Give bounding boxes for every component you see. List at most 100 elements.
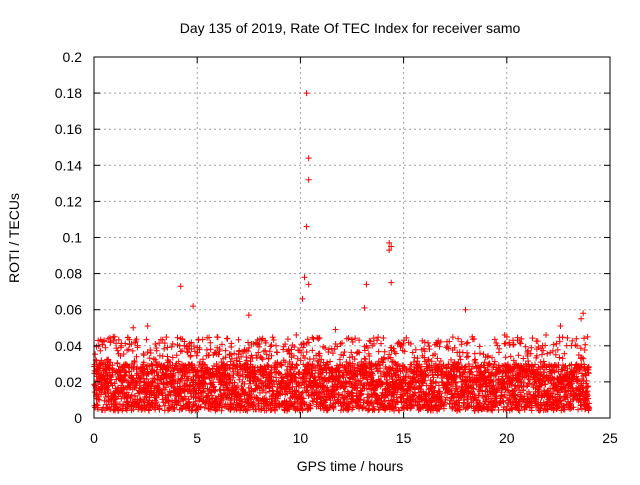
data-point [146, 355, 153, 362]
data-point [355, 348, 362, 355]
data-point [277, 361, 284, 368]
data-point [228, 340, 235, 347]
data-point [331, 394, 338, 401]
chart-title: Day 135 of 2019, Rate Of TEC Index for r… [180, 20, 521, 36]
data-point [364, 376, 371, 383]
data-point [325, 348, 332, 355]
data-point [361, 347, 368, 354]
data-point [108, 379, 115, 386]
data-point [425, 391, 432, 398]
data-point [341, 349, 348, 356]
data-point [314, 357, 321, 364]
data-point [390, 396, 397, 403]
data-point [259, 356, 266, 363]
data-point [111, 333, 118, 340]
data-point [128, 392, 135, 399]
data-point [113, 400, 120, 407]
data-point [362, 356, 369, 363]
data-point [102, 344, 109, 351]
data-point [428, 358, 435, 365]
data-point [399, 367, 406, 374]
data-point [434, 355, 441, 362]
data-point [346, 354, 353, 361]
data-point [378, 340, 385, 347]
data-point [391, 407, 398, 414]
data-point [425, 339, 432, 346]
data-point [342, 383, 349, 390]
data-point [164, 353, 171, 360]
data-point [181, 338, 188, 345]
data-point [262, 389, 269, 396]
y-tick-label: 0.04 [55, 338, 82, 354]
data-point [370, 340, 377, 347]
data-point [279, 374, 286, 381]
data-point [222, 354, 229, 361]
data-point [125, 346, 132, 353]
data-point [247, 394, 254, 401]
data-point [203, 346, 210, 353]
data-point [409, 396, 416, 403]
data-point [282, 400, 289, 407]
data-point [387, 354, 394, 361]
data-point [118, 342, 125, 349]
data-point [180, 386, 187, 393]
data-point [120, 351, 127, 358]
data-point [303, 349, 310, 356]
data-point [107, 338, 114, 345]
data-point [301, 355, 308, 362]
data-point [254, 375, 261, 382]
data-point [227, 358, 234, 365]
data-point [354, 377, 361, 384]
data-point [421, 348, 428, 355]
data-point [117, 352, 124, 359]
data-point [310, 398, 317, 405]
data-point [237, 363, 244, 370]
data-point [334, 343, 341, 350]
data-point [115, 393, 122, 400]
data-point [177, 376, 184, 383]
data-point [210, 387, 217, 394]
data-point [162, 384, 169, 391]
data-point [297, 394, 304, 401]
y-axis-label: ROTI / TECUs [6, 193, 22, 283]
data-point [421, 354, 428, 361]
data-point [331, 346, 338, 353]
data-point [375, 358, 382, 365]
data-point [188, 339, 195, 346]
data-point [432, 350, 439, 357]
y-tick-label: 0.14 [55, 157, 82, 173]
data-point [432, 360, 439, 367]
data-point [233, 355, 240, 362]
data-point [241, 380, 248, 387]
data-point [140, 359, 147, 366]
data-point [227, 351, 234, 358]
data-point [400, 340, 407, 347]
data-point [211, 388, 218, 395]
data-point [231, 350, 238, 357]
data-point [267, 370, 274, 377]
data-point [419, 337, 426, 344]
data-point [134, 344, 141, 351]
data-point [229, 374, 236, 381]
data-point [133, 353, 140, 360]
data-point [431, 387, 438, 394]
data-point [272, 407, 279, 414]
data-point [192, 394, 199, 401]
data-point [361, 355, 368, 362]
data-point [260, 348, 267, 355]
data-point [310, 355, 317, 362]
data-point [401, 348, 408, 355]
data-point [410, 370, 417, 377]
data-point [93, 401, 100, 408]
data-point [290, 352, 297, 359]
data-point [133, 336, 140, 343]
data-point [329, 350, 336, 357]
data-point [293, 361, 300, 368]
data-point [381, 398, 388, 405]
y-tick-label: 0.16 [55, 121, 82, 137]
data-point [322, 365, 329, 372]
data-point [147, 350, 154, 357]
data-point [282, 341, 289, 348]
data-point [228, 355, 235, 362]
